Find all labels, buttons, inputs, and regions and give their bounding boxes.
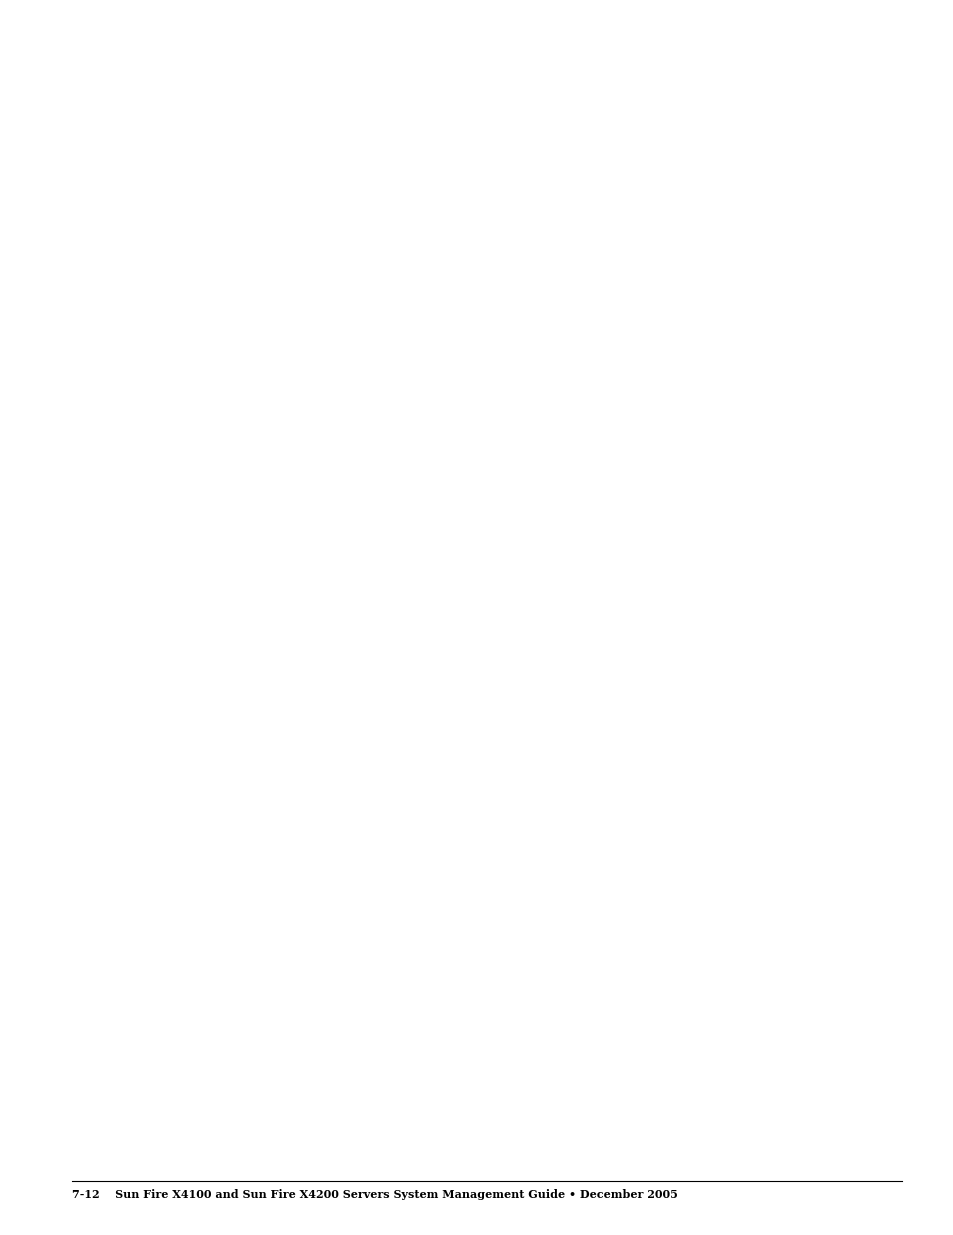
- Text: 7-12    Sun Fire X4100 and Sun Fire X4200 Servers System Management Guide • Dece: 7-12 Sun Fire X4100 and Sun Fire X4200 S…: [71, 1189, 677, 1200]
